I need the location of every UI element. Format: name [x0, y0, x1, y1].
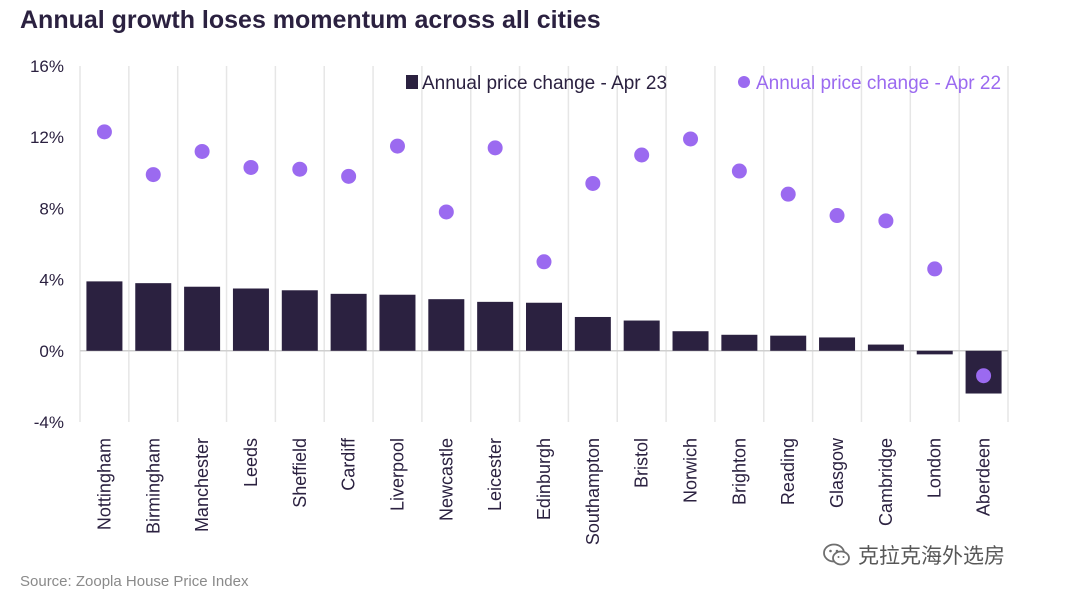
- category-label: Cardiff: [339, 437, 359, 491]
- bar-southampton: [574, 316, 611, 351]
- watermark-text: 克拉克海外选房: [858, 545, 1005, 568]
- category-label: Leicester: [485, 438, 505, 511]
- bar-london: [916, 350, 953, 355]
- category-label: Manchester: [192, 438, 212, 532]
- bar-reading: [770, 335, 807, 351]
- dot-glasgow: [829, 208, 845, 224]
- bar-leicester: [477, 301, 514, 351]
- y-tick-label: 8%: [39, 199, 64, 218]
- category-label: London: [925, 438, 945, 498]
- category-label: Leeds: [241, 438, 261, 487]
- dot-sheffield: [292, 161, 308, 177]
- chart-title: Annual growth loses momentum across all …: [20, 6, 601, 34]
- legend: Annual price change - Apr 23 Annual pric…: [406, 73, 1001, 94]
- category-label: Bristol: [632, 438, 652, 488]
- category-label: Glasgow: [827, 437, 847, 508]
- bar-leeds: [232, 288, 269, 351]
- watermark: 克拉克海外选房: [822, 540, 1005, 570]
- bar-norwich: [672, 331, 709, 351]
- category-label: Norwich: [681, 438, 701, 503]
- dot-bristol: [634, 147, 650, 163]
- dot-newcastle: [438, 204, 454, 220]
- legend-label-apr22: Annual price change - Apr 22: [756, 73, 1001, 94]
- bar-bristol: [623, 320, 660, 351]
- bar-liverpool: [379, 294, 416, 351]
- dot-norwich: [683, 131, 699, 147]
- category-label: Cambridge: [876, 438, 896, 526]
- dot-brighton: [731, 163, 747, 179]
- bar-brighton: [721, 334, 758, 351]
- category-label: Sheffield: [290, 438, 310, 508]
- category-label: Edinburgh: [534, 438, 554, 520]
- category-label: Reading: [778, 438, 798, 505]
- dot-liverpool: [389, 138, 405, 154]
- category-label: Liverpool: [387, 438, 407, 511]
- dot-aberdeen: [976, 368, 992, 384]
- legend-dot-swatch: [738, 76, 750, 88]
- grid-layer: [79, 66, 1009, 422]
- bar-cardiff: [330, 293, 367, 351]
- dot-edinburgh: [536, 254, 552, 270]
- x-axis: Nottingham Birmingham Manchester Leeds Sheff…: [94, 437, 993, 545]
- bar-newcastle: [428, 299, 465, 351]
- dot-cardiff: [341, 168, 357, 184]
- y-axis: 16% 12% 8% 4% 0% -4%: [30, 57, 64, 432]
- dot-leicester: [487, 140, 503, 156]
- dot-nottingham: [96, 124, 112, 140]
- bar-sheffield: [281, 290, 318, 351]
- y-tick-label: 0%: [39, 342, 64, 361]
- dot-layer: [96, 124, 992, 384]
- y-tick-label: 16%: [30, 57, 64, 76]
- bar-manchester: [184, 286, 221, 351]
- dot-cambridge: [878, 213, 894, 229]
- dot-reading: [780, 186, 796, 202]
- y-tick-label: 4%: [39, 271, 64, 290]
- legend-bar-swatch: [406, 75, 418, 89]
- y-tick-label: -4%: [34, 413, 64, 432]
- category-label: Nottingham: [94, 438, 114, 530]
- bar-edinburgh: [526, 302, 562, 351]
- bar-birmingham: [135, 283, 172, 351]
- category-label: Newcastle: [436, 438, 456, 521]
- category-label: Southampton: [583, 438, 603, 545]
- dot-birmingham: [145, 167, 161, 183]
- dot-leeds: [243, 159, 259, 175]
- dot-manchester: [194, 143, 210, 159]
- legend-label-apr23: Annual price change - Apr 23: [422, 73, 667, 94]
- bar-glasgow: [819, 337, 856, 351]
- dot-london: [927, 261, 943, 277]
- category-label: Aberdeen: [974, 438, 994, 516]
- bar-layer: [86, 281, 1002, 394]
- category-label: Brighton: [729, 438, 749, 505]
- category-label: Birmingham: [143, 438, 163, 534]
- source-note: Source: Zoopla House Price Index: [20, 573, 249, 590]
- y-tick-label: 12%: [30, 128, 64, 147]
- wechat-icon: [823, 543, 850, 566]
- bar-cambridge: [867, 344, 904, 351]
- bar-nottingham: [86, 281, 123, 351]
- dot-southampton: [585, 175, 601, 191]
